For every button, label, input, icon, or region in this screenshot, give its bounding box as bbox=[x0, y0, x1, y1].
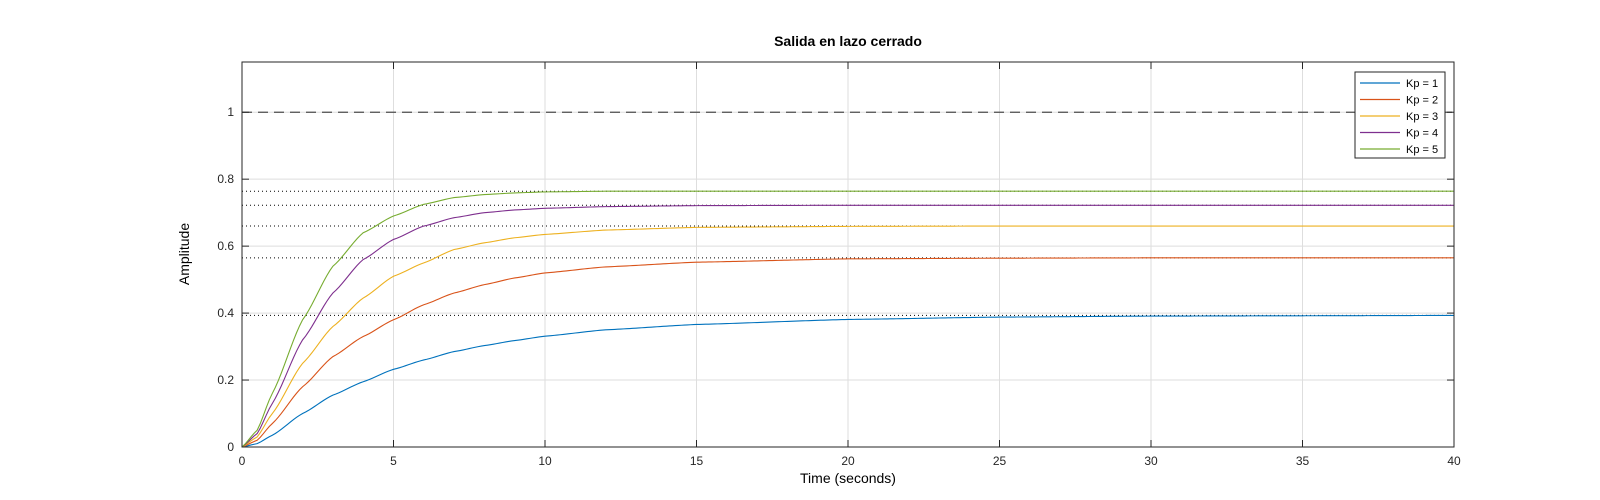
legend-label: Kp = 1 bbox=[1406, 78, 1438, 90]
y-tick-label: 1 bbox=[227, 105, 234, 119]
series-line-kp-3 bbox=[241, 225, 1454, 448]
y-tick-label: 0.8 bbox=[217, 172, 234, 186]
y-tick-label: 0.4 bbox=[217, 306, 234, 320]
series-line-kp-4 bbox=[241, 204, 1454, 448]
series-line-kp-1 bbox=[241, 314, 1455, 448]
x-tick-label: 10 bbox=[538, 454, 552, 468]
legend-box bbox=[1354, 71, 1446, 159]
legend-label: Kp = 4 bbox=[1406, 128, 1438, 140]
x-tick-label: 15 bbox=[690, 454, 704, 468]
series-line-kp-5 bbox=[241, 190, 1454, 448]
x-axis-label: Time (seconds) bbox=[800, 470, 896, 486]
legend: Kp = 1 Kp = 2 Kp = 3 Kp = 4 Kp = 5 bbox=[1354, 71, 1446, 159]
x-tick-label: 40 bbox=[1447, 454, 1461, 468]
x-tick-label: 20 bbox=[841, 454, 855, 468]
x-tick-label: 5 bbox=[390, 454, 397, 468]
y-tick-label: 0.2 bbox=[217, 373, 234, 387]
x-tick-label: 30 bbox=[1144, 454, 1158, 468]
y-axis-label: Amplitude bbox=[176, 223, 192, 285]
tick-layer: 0 5 10 15 20 25 30 35 40 0 0.2 0.4 0.6 0.8 1 bbox=[217, 62, 1461, 468]
legend-label: Kp = 3 bbox=[1406, 111, 1438, 123]
legend-label: Kp = 2 bbox=[1406, 95, 1438, 107]
x-tick-label: 0 bbox=[239, 454, 246, 468]
reference-layer bbox=[242, 111, 1454, 316]
x-tick-label: 25 bbox=[993, 454, 1007, 468]
legend-label: Kp = 5 bbox=[1406, 144, 1438, 156]
y-tick-label: 0.6 bbox=[217, 239, 234, 253]
chart-title: Salida en lazo cerrado bbox=[774, 33, 922, 49]
y-tick-label: 0 bbox=[227, 440, 234, 454]
series-line-kp-2 bbox=[241, 257, 1454, 448]
x-tick-label: 35 bbox=[1296, 454, 1310, 468]
series-layer bbox=[241, 190, 1455, 448]
legend-items: Kp = 1 Kp = 2 Kp = 3 Kp = 4 Kp = 5 bbox=[1360, 78, 1438, 156]
